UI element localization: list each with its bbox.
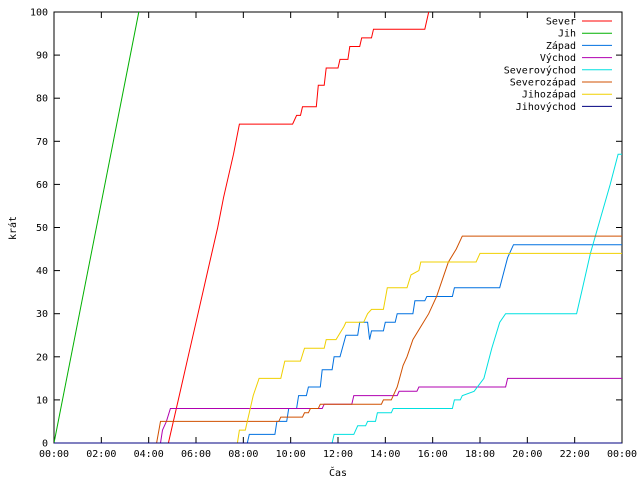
legend-label: Východ [540,52,576,64]
legend: SeverJihZápadVýchodSeverovýchodSeverozáp… [504,17,612,113]
series-line-4 [331,153,622,444]
x-tick-label: 14:00 [370,449,400,460]
x-axis-label: Čas [329,466,347,479]
y-tick-label: 0 [42,439,48,450]
series-line-6 [236,252,622,444]
y-tick-label: 20 [36,352,48,363]
legend-label: Západ [546,40,576,52]
y-tick-label: 30 [36,309,48,320]
x-tick-label: 08:00 [228,449,258,460]
x-tick-label: 18:00 [465,449,495,460]
legend-label: Severovýchod [504,64,576,76]
y-tick-label: 90 [36,51,48,62]
series-line-0 [167,11,430,444]
legend-label: Jih [558,29,576,40]
axis-ticks: 0 10 20 30 40 50 60 70 80 90 100 00:00 02:00 04:00 06:… [30,8,637,461]
y-tick-label: 50 [36,223,48,234]
x-tick-label: 02:00 [86,449,116,460]
y-tick-label: 10 [36,395,48,406]
x-tick-label: 00:00 [607,449,637,460]
legend-label: Severozápad [510,77,576,89]
series-lines [54,11,622,444]
series-line-2 [246,244,622,444]
x-tick-label: 12:00 [323,449,353,460]
x-tick-label: 10:00 [276,449,306,460]
y-tick-label: 80 [36,94,48,105]
series-line-1 [54,11,140,444]
x-tick-label: 16:00 [418,449,448,460]
x-tick-label: 22:00 [560,449,590,460]
legend-label: Sever [546,17,576,28]
x-tick-label: 00:00 [39,449,69,460]
legend-label: Jihovýchod [516,101,576,113]
y-tick-label: 100 [30,8,48,19]
series-line-3 [160,377,622,444]
legend-label: Jihozápad [522,89,576,101]
y-tick-label: 40 [36,266,48,277]
x-tick-label: 04:00 [134,449,164,460]
x-tick-label: 20:00 [512,449,542,460]
y-tick-label: 70 [36,137,48,148]
y-axis-label: krát [7,216,19,240]
series-line-5 [156,235,622,444]
x-tick-label: 06:00 [181,449,211,460]
y-tick-label: 60 [36,180,48,191]
